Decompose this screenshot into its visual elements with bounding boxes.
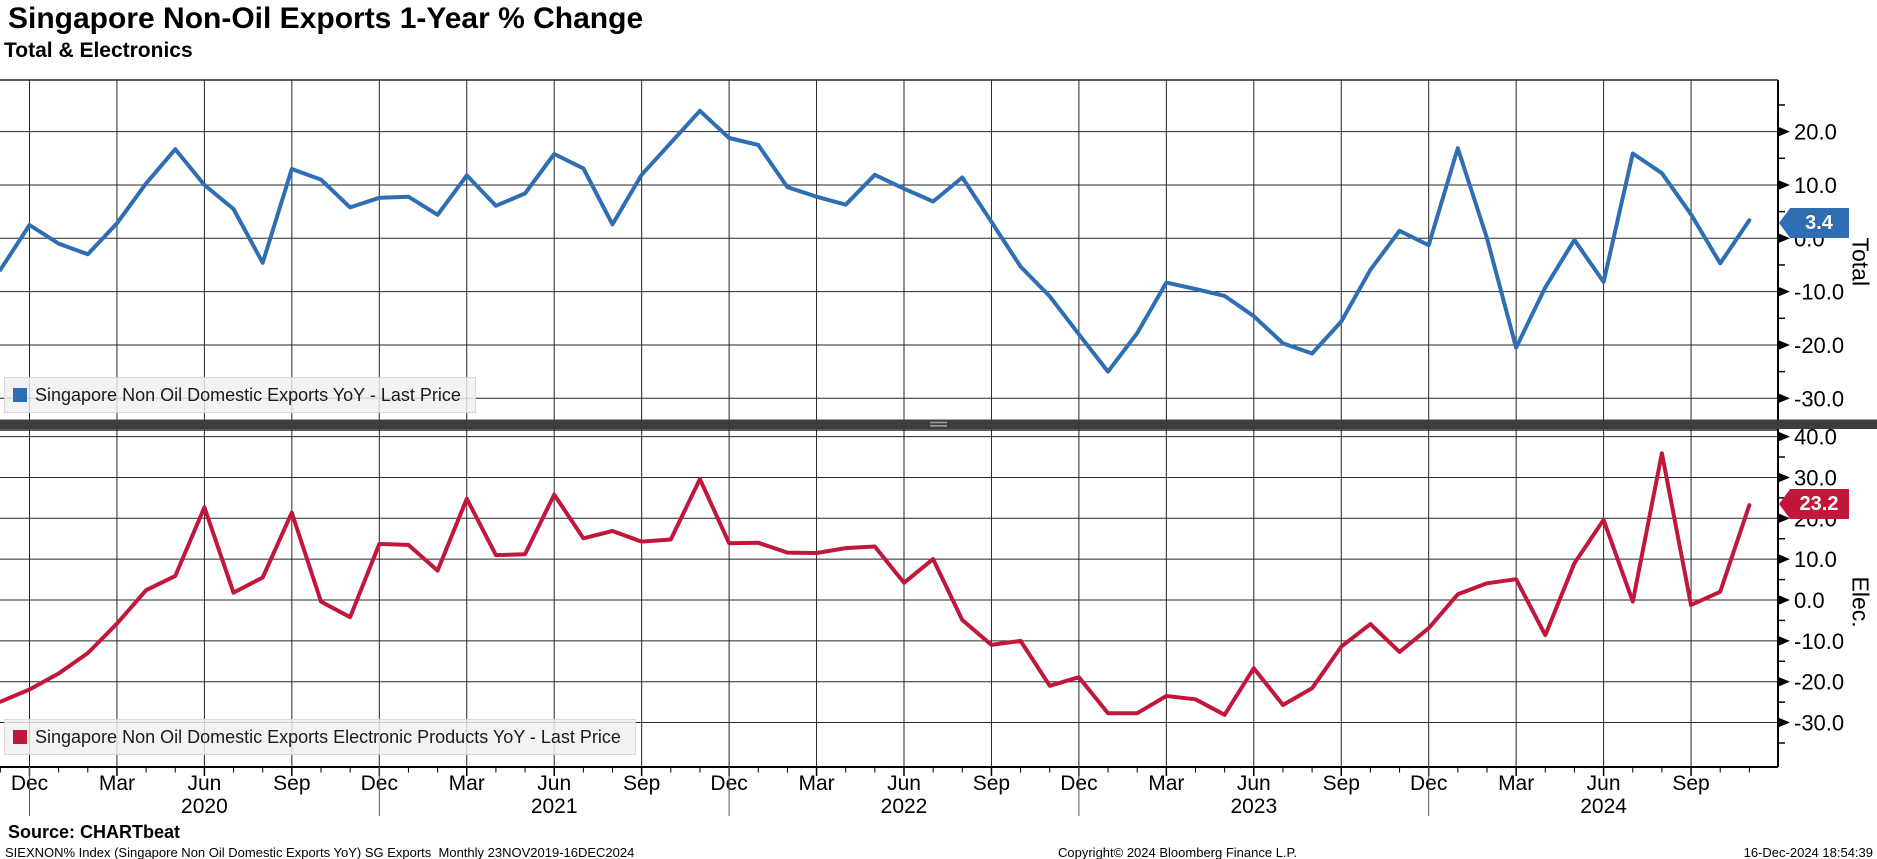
legend-total-swatch <box>13 388 27 402</box>
y-axis-tick-label: 10.0 <box>1794 547 1837 572</box>
y-axis-tick-label: -30.0 <box>1794 711 1844 736</box>
panel-divider[interactable] <box>0 419 1877 430</box>
legend-electronics[interactable]: Singapore Non Oil Domestic Exports Elect… <box>4 719 636 755</box>
x-axis-month-label: Sep <box>623 772 660 795</box>
axis-tick-arrow-icon <box>1778 635 1790 646</box>
axis-title-total: Total <box>1847 237 1874 287</box>
y-axis-tick-label: 10.0 <box>1794 173 1837 198</box>
x-axis-month-label: Jun <box>887 772 921 795</box>
axis-tick-arrow-icon <box>1778 233 1790 244</box>
x-axis-month-label: Jun <box>1587 772 1621 795</box>
x-axis-month-label: Jun <box>1237 772 1271 795</box>
last-price-flag-electronics: 23.2 <box>1779 489 1849 519</box>
axis-tick-arrow-icon <box>1778 717 1790 728</box>
axis-tick-arrow-icon <box>1778 286 1790 297</box>
copyright-notice: Copyright© 2024 Bloomberg Finance L.P. <box>1058 845 1298 859</box>
y-axis-tick-label: -20.0 <box>1794 333 1844 358</box>
chart-title: Singapore Non-Oil Exports 1-Year % Chang… <box>8 2 644 35</box>
x-axis-year-label: 2021 <box>531 795 578 818</box>
axis-tick-arrow-icon <box>1778 472 1790 483</box>
x-axis-month-label: Sep <box>1672 772 1709 795</box>
axis-tick-arrow-icon <box>1778 513 1790 524</box>
x-axis-month-label: Mar <box>798 772 834 795</box>
axis-tick-arrow-icon <box>1778 676 1790 687</box>
y-axis-tick-label: 30.0 <box>1794 465 1837 490</box>
x-axis-month-label: Sep <box>273 772 310 795</box>
y-axis-tick-label: -30.0 <box>1794 386 1844 411</box>
x-axis-month-label: Jun <box>537 772 571 795</box>
legend-total[interactable]: Singapore Non Oil Domestic Exports YoY -… <box>4 377 476 413</box>
x-axis-year-label: 2024 <box>1580 795 1627 818</box>
x-axis-year-label: 2022 <box>881 795 928 818</box>
x-axis-year-label: 2023 <box>1230 795 1277 818</box>
axis-tick-arrow-icon <box>1778 126 1790 137</box>
x-axis-month-label: Sep <box>1323 772 1360 795</box>
legend-electronics-label: Singapore Non Oil Domestic Exports Elect… <box>35 726 621 747</box>
y-axis-tick-label: -10.0 <box>1794 280 1844 305</box>
legend-total-label: Singapore Non Oil Domestic Exports YoY -… <box>35 384 461 405</box>
y-axis-tick-label: 20.0 <box>1794 120 1837 145</box>
y-axis-tick-label: 0.0 <box>1794 588 1825 613</box>
source-label: Source: CHARTbeat <box>8 822 181 842</box>
axis-tick-arrow-icon <box>1778 554 1790 565</box>
axis-tick-arrow-icon <box>1778 339 1790 350</box>
x-axis-month-label: Mar <box>449 772 485 795</box>
chart-subtitle: Total & Electronics <box>4 39 193 62</box>
last-price-flag-total: 3.4 <box>1779 208 1849 238</box>
y-axis-tick-label: -20.0 <box>1794 670 1844 695</box>
x-axis-year-label: 2020 <box>181 795 228 818</box>
axis-tick-arrow-icon <box>1778 595 1790 605</box>
line-electronics[interactable] <box>0 451 1752 717</box>
x-axis-month-label: Mar <box>1148 772 1184 795</box>
y-axis-tick-label: -10.0 <box>1794 629 1844 654</box>
axis-tick-arrow-icon <box>1778 179 1790 190</box>
timestamp: 16-Dec-2024 18:54:39 <box>1743 845 1873 859</box>
axis-title-elec: Elec. <box>1847 576 1874 628</box>
x-axis-month-label: Sep <box>973 772 1010 795</box>
axis-tick-arrow-icon <box>1778 431 1790 442</box>
axis-tick-arrow-icon <box>1778 393 1790 404</box>
line-total[interactable] <box>0 108 1752 374</box>
x-axis-month-label: Jun <box>187 772 221 795</box>
x-axis-month-label: Mar <box>1498 772 1534 795</box>
legend-electronics-swatch <box>13 730 27 744</box>
ticker-description: SIEXNON% Index (Singapore Non Oil Domest… <box>5 845 635 859</box>
x-axis-month-label: Mar <box>99 772 135 795</box>
